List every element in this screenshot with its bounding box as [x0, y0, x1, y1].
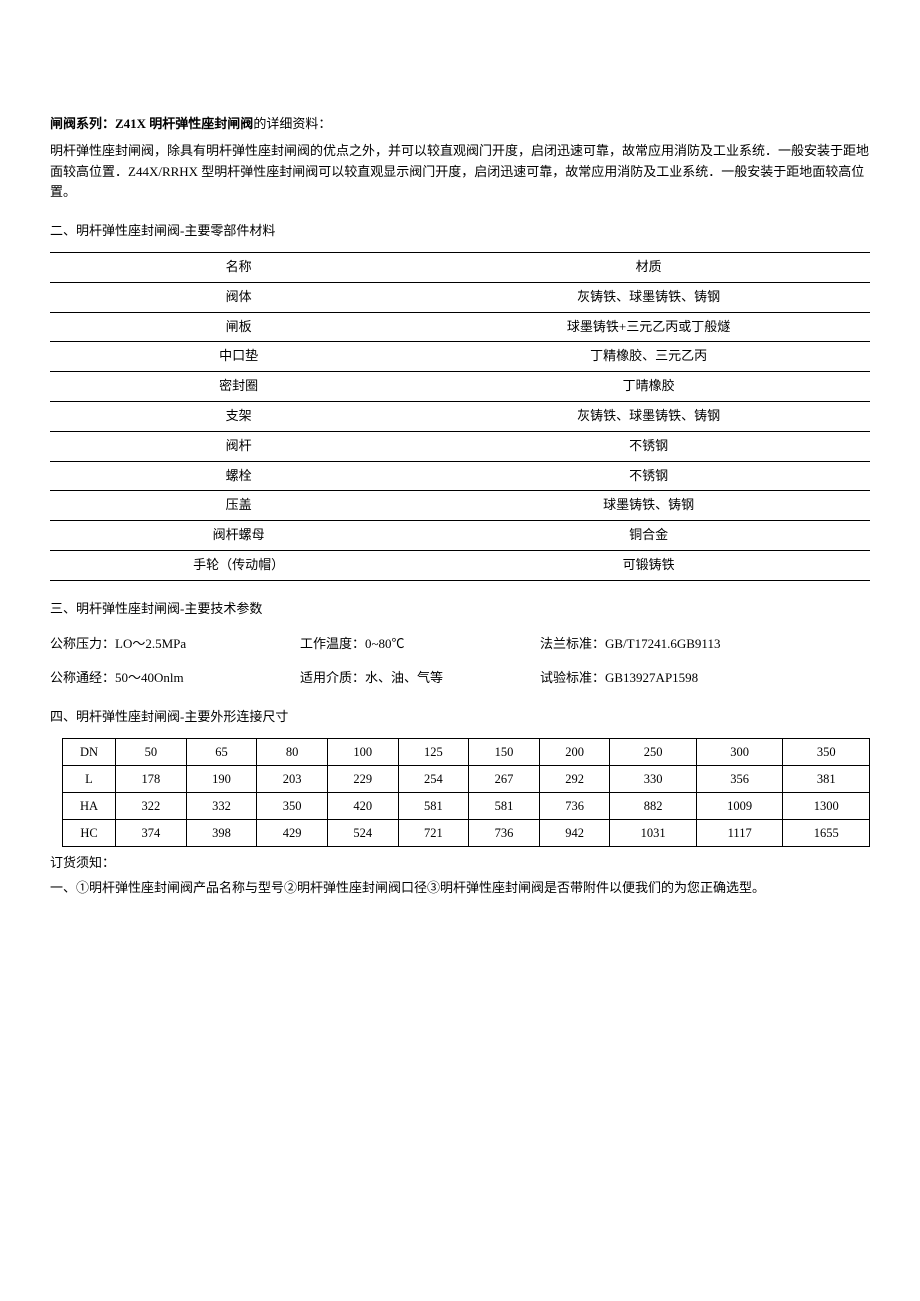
table-cell: 65	[186, 738, 257, 765]
table-cell: 292	[539, 765, 610, 792]
params-row-2: 公称通经：50～40Onlm 适用介质：水、油、气等 试验标准：GB13927A…	[50, 668, 870, 689]
table-row: 支架灰铸铁、球墨铸铁、铸钢	[50, 401, 870, 431]
table-cell: 200	[539, 738, 610, 765]
table-cell: 882	[610, 792, 697, 819]
table-row: 密封圈丁晴橡胶	[50, 372, 870, 402]
table-cell: 429	[257, 819, 328, 846]
dimensions-table: DN506580100125150200250300350L1781902032…	[62, 738, 870, 847]
table-cell: 铜合金	[427, 521, 870, 551]
table-cell: 50	[116, 738, 187, 765]
table-cell: 203	[257, 765, 328, 792]
table-cell: 1300	[783, 792, 870, 819]
params-row-1: 公称压力：LO～2.5MPa 工作温度：0~80℃ 法兰标准：GB/T17241…	[50, 634, 870, 655]
param-flange: 法兰标准：GB/T17241.6GB9113	[540, 634, 720, 655]
table-cell: 100	[327, 738, 398, 765]
table-cell: L	[63, 765, 116, 792]
table-row: 阀杆螺母铜合金	[50, 521, 870, 551]
table-cell: 1117	[696, 819, 783, 846]
table-cell: 阀体	[50, 282, 427, 312]
table-row: 阀体灰铸铁、球墨铸铁、铸钢	[50, 282, 870, 312]
table-cell: 332	[186, 792, 257, 819]
table-cell: 300	[696, 738, 783, 765]
table-row: 闸板球墨铸铁+三元乙丙或丁般燧	[50, 312, 870, 342]
table-cell: 254	[398, 765, 469, 792]
table-cell: 1031	[610, 819, 697, 846]
table-cell: 球墨铸铁、铸钢	[427, 491, 870, 521]
table-cell: 中口垫	[50, 342, 427, 372]
table-row: HC374398429524721736942103111171655	[63, 819, 870, 846]
table-row: 中口垫丁精橡胶、三元乙丙	[50, 342, 870, 372]
table-cell: 942	[539, 819, 610, 846]
table-cell: 灰铸铁、球墨铸铁、铸钢	[427, 282, 870, 312]
param-medium: 适用介质：水、油、气等	[300, 668, 500, 689]
table-cell: 125	[398, 738, 469, 765]
table-cell: 1009	[696, 792, 783, 819]
title-bold: 闸阀系列：Z41X 明杆弹性座封闸阀	[50, 116, 253, 131]
table-cell: 398	[186, 819, 257, 846]
table-cell: 不锈钢	[427, 461, 870, 491]
table-cell: 178	[116, 765, 187, 792]
materials-col-material: 材质	[427, 252, 870, 282]
table-cell: HA	[63, 792, 116, 819]
table-cell: 350	[257, 792, 328, 819]
table-cell: 闸板	[50, 312, 427, 342]
section4-heading: 四、明杆弹性座封闸阀-主要外形连接尺寸	[50, 707, 870, 728]
table-cell: 可锻铸铁	[427, 550, 870, 580]
table-cell: 736	[539, 792, 610, 819]
table-row: HA32233235042058158173688210091300	[63, 792, 870, 819]
table-cell: 581	[469, 792, 540, 819]
table-cell: 球墨铸铁+三元乙丙或丁般燧	[427, 312, 870, 342]
table-cell: 丁精橡胶、三元乙丙	[427, 342, 870, 372]
title-suffix: 的详细资料：	[253, 116, 331, 131]
table-cell: 不锈钢	[427, 431, 870, 461]
table-cell: 阀杆	[50, 431, 427, 461]
table-cell: 190	[186, 765, 257, 792]
table-cell: 381	[783, 765, 870, 792]
table-cell: 阀杆螺母	[50, 521, 427, 551]
table-row: 阀杆不锈钢	[50, 431, 870, 461]
table-cell: 螺栓	[50, 461, 427, 491]
param-dn: 公称通经：50～40Onlm	[50, 668, 260, 689]
table-cell: 灰铸铁、球墨铸铁、铸钢	[427, 401, 870, 431]
table-cell: 80	[257, 738, 328, 765]
table-cell: 350	[783, 738, 870, 765]
materials-col-name: 名称	[50, 252, 427, 282]
table-row: L178190203229254267292330356381	[63, 765, 870, 792]
table-cell: 支架	[50, 401, 427, 431]
table-cell: 250	[610, 738, 697, 765]
param-temp: 工作温度：0~80℃	[300, 634, 500, 655]
table-row: 手轮（传动帽）可锻铸铁	[50, 550, 870, 580]
table-cell: 736	[469, 819, 540, 846]
materials-table: 名称 材质 阀体灰铸铁、球墨铸铁、铸钢闸板球墨铸铁+三元乙丙或丁般燧中口垫丁精橡…	[50, 252, 870, 581]
param-pressure: 公称压力：LO～2.5MPa	[50, 634, 260, 655]
order-note-body: 一、①明杆弹性座封闸阀产品名称与型号②明杆弹性座封闸阀口径③明杆弹性座封闸阀是否…	[50, 878, 870, 899]
table-cell: 581	[398, 792, 469, 819]
table-cell: 267	[469, 765, 540, 792]
table-cell: 手轮（传动帽）	[50, 550, 427, 580]
title-line: 闸阀系列：Z41X 明杆弹性座封闸阀的详细资料：	[50, 114, 870, 135]
param-test: 试验标准：GB13927AP1598	[540, 668, 698, 689]
table-row: 压盖球墨铸铁、铸钢	[50, 491, 870, 521]
intro-paragraph: 明杆弹性座封闸阀，除具有明杆弹性座封闸阀的优点之外，并可以较直观阀门开度，启闭迅…	[50, 141, 870, 203]
table-cell: 322	[116, 792, 187, 819]
table-cell: 420	[327, 792, 398, 819]
table-row: 螺栓不锈钢	[50, 461, 870, 491]
table-row: DN506580100125150200250300350	[63, 738, 870, 765]
table-cell: 压盖	[50, 491, 427, 521]
table-cell: 524	[327, 819, 398, 846]
table-cell: 374	[116, 819, 187, 846]
table-cell: 1655	[783, 819, 870, 846]
order-note-title: 订货须知：	[50, 853, 870, 874]
section3-heading: 三、明杆弹性座封闸阀-主要技术参数	[50, 599, 870, 620]
table-cell: 229	[327, 765, 398, 792]
table-cell: 356	[696, 765, 783, 792]
table-cell: DN	[63, 738, 116, 765]
table-cell: 密封圈	[50, 372, 427, 402]
table-cell: 150	[469, 738, 540, 765]
table-cell: HC	[63, 819, 116, 846]
table-cell: 721	[398, 819, 469, 846]
section2-heading: 二、明杆弹性座封闸阀-主要零部件材料	[50, 221, 870, 242]
table-cell: 丁晴橡胶	[427, 372, 870, 402]
table-cell: 330	[610, 765, 697, 792]
